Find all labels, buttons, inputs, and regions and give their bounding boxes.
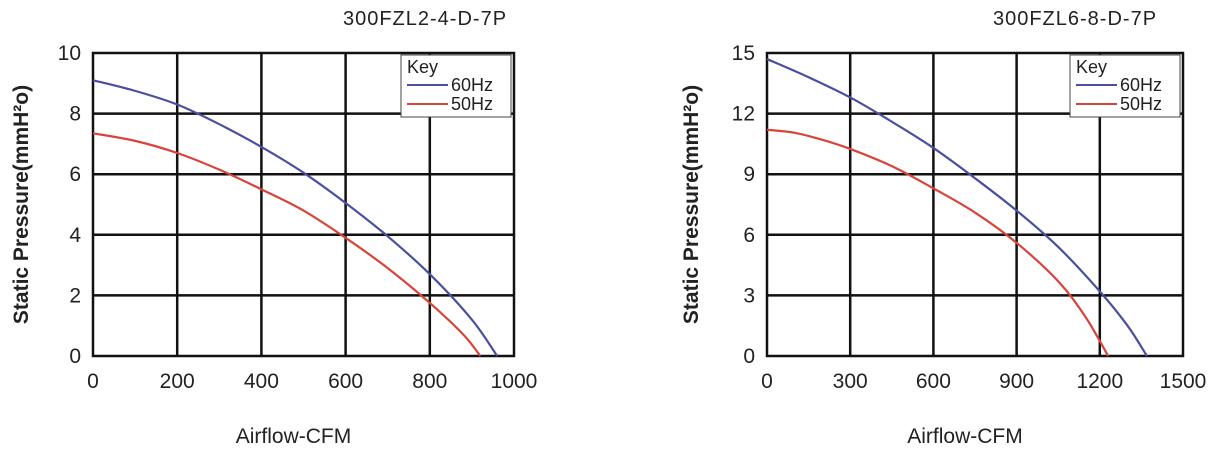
x-tick-label: 0 bbox=[87, 370, 99, 393]
legend-label-60hz: 60Hz bbox=[1120, 75, 1162, 95]
x-tick-label: 200 bbox=[160, 370, 195, 393]
plot-frame-right bbox=[765, 51, 1185, 358]
x-tick-label: 900 bbox=[999, 370, 1034, 393]
chart-svg-right: 300FZL6-8-D-7P 0 300 600 900 1200 1500 0 3 6 9 12 15… bbox=[680, 8, 1207, 448]
chart-svg-left: 300FZL2-4-D-7P 0 200 400 600 800 1000 0 2 4 6 8 10 Ai… bbox=[10, 8, 538, 448]
x-tick-label: 1000 bbox=[491, 370, 538, 393]
x-tick-label: 0 bbox=[761, 370, 773, 393]
y-tick-label: 9 bbox=[743, 163, 755, 186]
x-tick-label: 600 bbox=[328, 370, 363, 393]
y-tick-label: 0 bbox=[69, 345, 81, 368]
y-axis-label-left: Static Pressure(mmH²o) bbox=[10, 85, 33, 324]
x-tick-label: 800 bbox=[412, 370, 447, 393]
y-tick-label: 4 bbox=[69, 224, 81, 247]
legend-label-50hz: 50Hz bbox=[1120, 94, 1162, 114]
chart-panel-left: 300FZL2-4-D-7P 0 200 400 600 800 1000 0 2 4 6 8 10 Ai… bbox=[0, 0, 600, 453]
chart-title-right: 300FZL6-8-D-7P bbox=[993, 8, 1157, 30]
y-tick-label: 15 bbox=[732, 42, 755, 65]
chart-title-left: 300FZL2-4-D-7P bbox=[343, 8, 507, 30]
series-line-50hz-left bbox=[92, 132, 482, 357]
legend-label-60hz: 60Hz bbox=[451, 75, 493, 95]
x-axis-label-left: Airflow-CFM bbox=[236, 425, 352, 448]
y-tick-label: 10 bbox=[58, 42, 81, 65]
y-axis-label-right: Static Pressure(mmH²o) bbox=[680, 85, 703, 324]
legend-label-50hz: 50Hz bbox=[451, 94, 493, 114]
chart-panel-right: 300FZL6-8-D-7P 0 300 600 900 1200 1500 0 3 6 9 12 15… bbox=[620, 0, 1221, 453]
x-tick-label: 1200 bbox=[1076, 370, 1123, 393]
plot-frame-left bbox=[91, 51, 516, 358]
y-tick-label: 12 bbox=[732, 103, 755, 126]
legend-title: Key bbox=[1076, 57, 1107, 77]
x-tick-label: 1500 bbox=[1160, 370, 1207, 393]
y-tick-label: 0 bbox=[743, 345, 755, 368]
y-tick-label: 8 bbox=[69, 103, 81, 126]
y-tick-label: 6 bbox=[743, 224, 755, 247]
x-axis-label-right: Airflow-CFM bbox=[907, 425, 1023, 448]
x-tick-label: 600 bbox=[916, 370, 951, 393]
legend-title: Key bbox=[407, 57, 438, 77]
x-tick-label: 300 bbox=[833, 370, 868, 393]
series-line-50hz-right bbox=[766, 128, 1110, 357]
series-line-60hz-left bbox=[92, 79, 499, 357]
x-tick-label: 400 bbox=[244, 370, 279, 393]
y-tick-label: 2 bbox=[69, 284, 81, 307]
y-tick-label: 3 bbox=[743, 284, 755, 307]
y-tick-label: 6 bbox=[69, 163, 81, 186]
series-line-60hz-right bbox=[766, 58, 1148, 357]
